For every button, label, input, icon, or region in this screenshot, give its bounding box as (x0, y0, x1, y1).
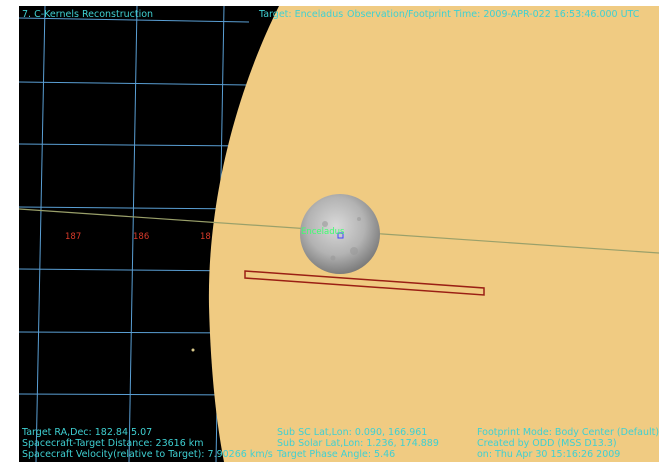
status-footprint-mode: Footprint Mode: Body Center (Default) (477, 427, 659, 438)
longitude-label: 187 (65, 232, 82, 242)
status-velocity: Spacecraft Velocity(relative to Target):… (22, 449, 273, 460)
status-sub-sc: Sub SC Lat,Lon: 0.090, 166.961 (277, 427, 428, 438)
status-sub-solar: Sub Solar Lat,Lon: 1.236, 174.889 (277, 438, 439, 449)
enceladus-moon (300, 194, 380, 274)
longitude-label: 18 (200, 232, 211, 242)
header-target: Target: Enceladus (259, 9, 344, 20)
background-star (191, 348, 195, 352)
status-ra-dec: Target RA,Dec: 182.84 5.07 (22, 427, 153, 438)
window-title: 7. C-Kernels Reconstruction (22, 9, 154, 20)
render-viewport[interactable]: 187 186 18 Enceladus 7. C-Kernels Recons… (19, 6, 659, 462)
instrument-footprint (244, 270, 485, 296)
saturn-planet (208, 6, 659, 462)
scene-canvas (19, 6, 659, 462)
header-footprint-time: Observation/Footprint Time: 2009-APR-022… (347, 9, 640, 20)
enceladus-label: Enceladus (301, 227, 345, 237)
status-distance: Spacecraft-Target Distance: 23616 km (22, 438, 204, 449)
status-created-by: Created by ODD (MSS D13.3) (477, 438, 617, 449)
status-created-on: on: Thu Apr 30 15:16:26 2009 (477, 449, 621, 460)
status-phase-angle: Target Phase Angle: 5.46 (277, 449, 396, 460)
target-center-marker (337, 232, 344, 239)
longitude-label: 186 (133, 232, 150, 242)
